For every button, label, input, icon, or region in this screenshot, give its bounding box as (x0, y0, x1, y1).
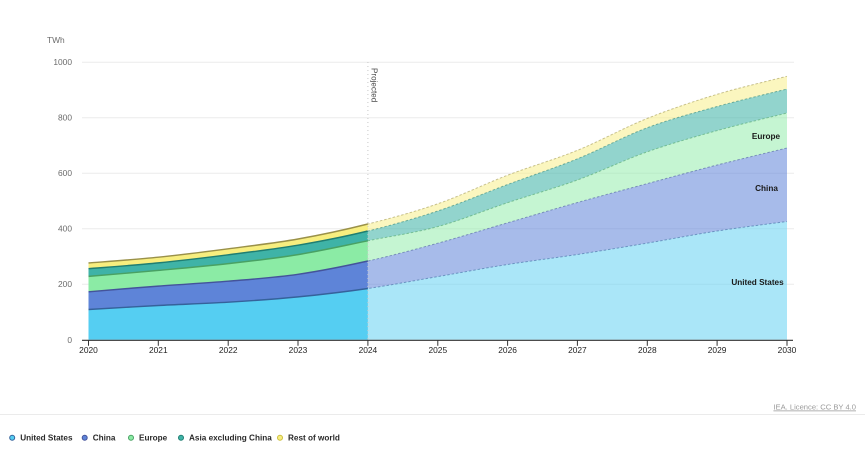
svg-text:Projected: Projected (369, 68, 378, 102)
svg-text:2022: 2022 (219, 345, 238, 355)
svg-text:2029: 2029 (708, 345, 727, 355)
svg-text:2020: 2020 (79, 345, 98, 355)
svg-text:600: 600 (58, 168, 72, 178)
svg-text:2024: 2024 (359, 345, 378, 355)
svg-text:2021: 2021 (149, 345, 168, 355)
svg-text:Europe: Europe (752, 132, 781, 141)
svg-text:2030: 2030 (778, 345, 797, 355)
svg-text:China: China (755, 184, 778, 193)
svg-text:2025: 2025 (428, 345, 447, 355)
svg-text:200: 200 (58, 279, 72, 289)
svg-text:Rest of world: Rest of world (288, 434, 340, 443)
svg-text:2023: 2023 (289, 345, 308, 355)
svg-text:Europe: Europe (139, 434, 168, 443)
svg-text:400: 400 (58, 224, 72, 234)
svg-text:2026: 2026 (498, 345, 517, 355)
svg-text:2027: 2027 (568, 345, 587, 355)
svg-text:IEA. Licence: CC BY 4.0: IEA. Licence: CC BY 4.0 (773, 403, 856, 412)
svg-text:2028: 2028 (638, 345, 657, 355)
svg-text:TWh: TWh (47, 35, 65, 45)
svg-text:United States: United States (20, 434, 73, 443)
svg-text:0: 0 (67, 335, 72, 345)
svg-text:United States: United States (731, 278, 784, 287)
svg-text:800: 800 (58, 113, 72, 123)
svg-text:1000: 1000 (53, 57, 72, 67)
svg-text:China: China (93, 434, 116, 443)
svg-text:Asia excluding China: Asia excluding China (189, 434, 272, 443)
